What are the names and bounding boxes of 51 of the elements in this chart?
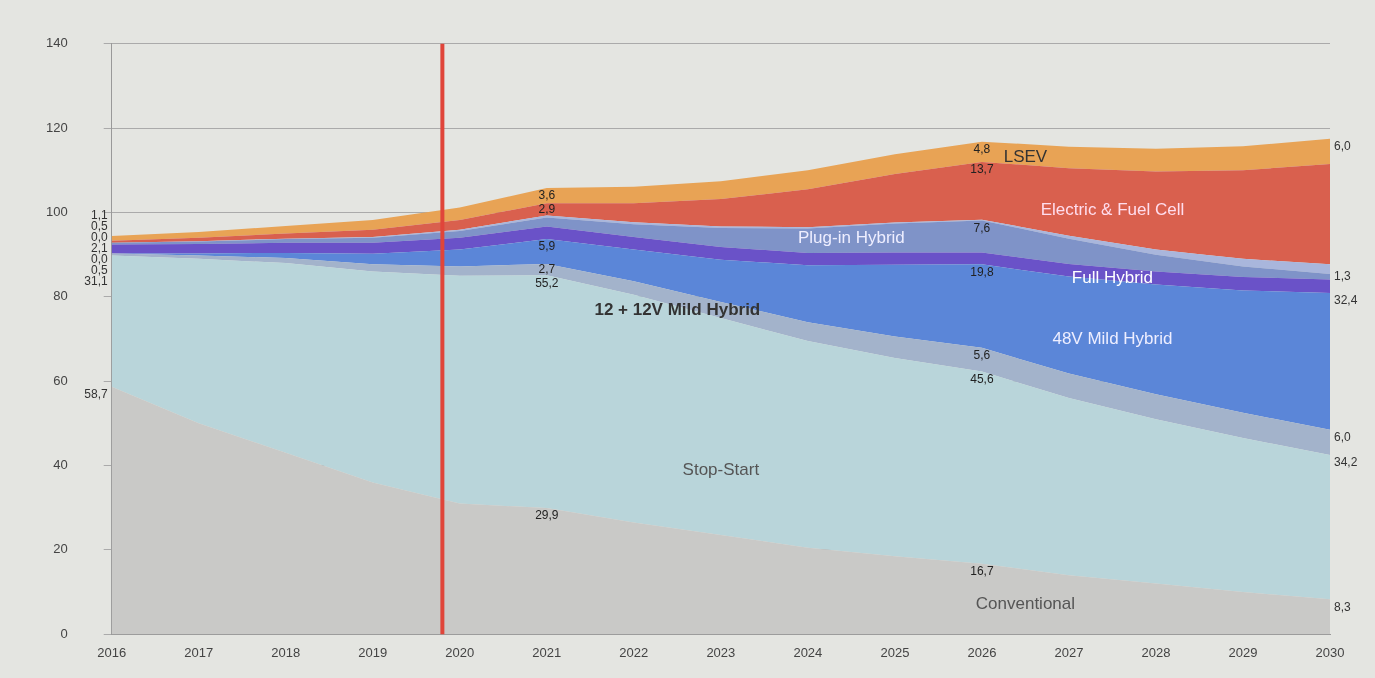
data-label: 2,9: [538, 201, 556, 216]
y-tick-label: 120: [45, 119, 68, 135]
x-tick-label: 2020: [445, 644, 475, 660]
data-label: 1,3: [1334, 269, 1352, 284]
y-tick-label: 100: [45, 204, 68, 220]
y-tick-label: 20: [53, 541, 68, 557]
data-label: 3,6: [538, 187, 556, 202]
x-tick-label: 2026: [967, 644, 997, 660]
data-label: 5,6: [973, 348, 991, 363]
series-label: Conventional: [975, 594, 1076, 614]
x-tick-label: 2030: [1315, 644, 1345, 660]
data-label: 32,4: [1334, 293, 1358, 308]
series-label: Stop-Start: [682, 459, 760, 479]
data-label: 34,2: [1334, 455, 1358, 470]
x-tick-label: 2021: [532, 644, 562, 660]
x-tick-label: 2027: [1054, 644, 1084, 660]
x-tick-label: 2024: [793, 644, 823, 660]
data-label: 19,8: [970, 264, 994, 279]
x-tick-label: 2028: [1141, 644, 1171, 660]
y-tick-label: 60: [53, 372, 68, 388]
data-label: 58,7: [84, 386, 109, 401]
series-label: Full Hybrid: [1071, 267, 1154, 287]
x-tick-label: 2016: [97, 644, 127, 660]
data-label: 13,7: [970, 162, 994, 177]
data-label: 2,7: [538, 261, 556, 276]
x-tick-label: 2025: [880, 644, 910, 660]
x-tick-label: 2019: [358, 644, 388, 660]
y-tick-label: 0: [60, 625, 68, 641]
x-tick-label: 2022: [619, 644, 649, 660]
data-label: 5,9: [538, 239, 556, 254]
x-tick-label: 2029: [1228, 644, 1258, 660]
x-tick-label: 2017: [184, 644, 214, 660]
data-label: 55,2: [535, 275, 559, 290]
series-label: 12 + 12V Mild Hybrid: [594, 299, 761, 319]
data-label: 6,0: [1334, 429, 1352, 444]
data-label: 45,6: [970, 371, 994, 386]
series-label: Electric & Fuel Cell: [1040, 200, 1185, 220]
data-label: 4,8: [973, 141, 991, 156]
data-label: 29,9: [535, 508, 559, 523]
data-label: 16,7: [970, 564, 994, 579]
data-label: 7,6: [973, 220, 991, 235]
series-label: 48V Mild Hybrid: [1052, 329, 1173, 349]
x-tick-label: 2023: [706, 644, 736, 660]
x-tick-label: 2018: [271, 644, 301, 660]
data-label: 8,3: [1334, 599, 1352, 614]
series-label: Plug-in Hybrid: [798, 227, 905, 247]
y-tick-label: 40: [53, 457, 68, 473]
y-tick-label: 80: [53, 288, 68, 304]
data-label: 6,0: [1334, 139, 1352, 153]
y-tick-label: 140: [45, 35, 68, 51]
series-label: LSEV: [1003, 147, 1048, 167]
